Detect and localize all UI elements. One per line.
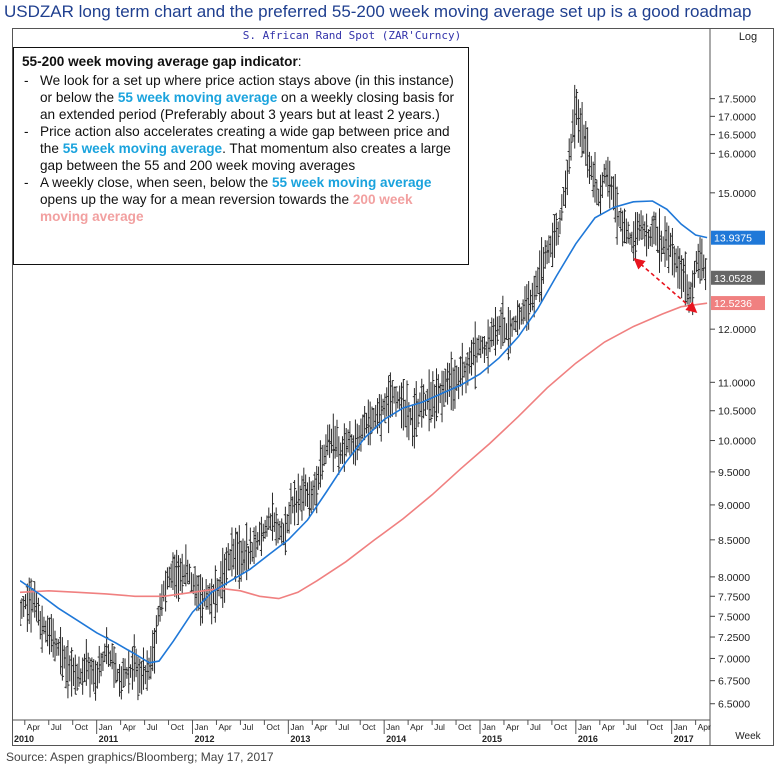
y-tick-label: 8.0000 xyxy=(718,572,750,584)
x-month-label: Oct xyxy=(75,722,89,732)
x-month-label: Jan xyxy=(99,722,113,732)
y-tick-label: 7.5000 xyxy=(718,611,750,623)
x-month-label: Jul xyxy=(530,722,541,732)
info-heading: 55-200 week moving average gap indicator… xyxy=(22,54,302,69)
x-month-label: Jan xyxy=(578,722,592,732)
x-month-label: Jan xyxy=(674,722,688,732)
x-month-label: Apr xyxy=(27,722,40,732)
x-month-label: Jan xyxy=(386,722,400,732)
x-month-label: Jul xyxy=(434,722,445,732)
chart-title: USDZAR long term chart and the preferred… xyxy=(4,2,752,21)
x-month-label: Oct xyxy=(266,722,280,732)
info-bullet: A weekly close, when seen, below the 55 … xyxy=(22,174,458,225)
y-tick-label: 7.7500 xyxy=(718,591,750,603)
y-tick-label: 6.5000 xyxy=(718,699,750,711)
info-bullet: Price action also accelerates creating a… xyxy=(22,123,458,174)
gap-arrow xyxy=(633,257,698,314)
y-tick-label: 10.5000 xyxy=(718,406,756,418)
value-label: 12.5236 xyxy=(714,298,752,310)
y-tick-label: 7.0000 xyxy=(718,653,750,665)
value-label: 13.0528 xyxy=(714,273,752,285)
x-year-label: 2017 xyxy=(674,734,694,744)
x-month-label: Apr xyxy=(698,722,711,732)
ma55-line xyxy=(20,200,708,664)
x-year-label: 2014 xyxy=(386,734,406,744)
info-bullets: We look for a set up where price action … xyxy=(22,72,458,225)
value-label-bg xyxy=(711,296,765,311)
y-scale-label: Log xyxy=(739,31,757,43)
x-month-label: Jan xyxy=(290,722,304,732)
source-note: Source: Aspen graphics/Bloomberg; May 17… xyxy=(6,750,274,764)
x-year-label: 2011 xyxy=(99,734,119,744)
y-tick-label: 6.7500 xyxy=(718,676,750,688)
x-year-label: 2010 xyxy=(14,734,34,744)
y-tick-label: 17.0000 xyxy=(718,111,756,123)
x-month-label: Oct xyxy=(171,722,185,732)
x-month-label: Apr xyxy=(602,722,615,732)
x-month-label: Oct xyxy=(458,722,472,732)
x-year-label: 2016 xyxy=(578,734,598,744)
chart-border xyxy=(12,28,774,746)
x-month-label: Apr xyxy=(410,722,423,732)
x-year-label: 2015 xyxy=(482,734,502,744)
x-month-label: Apr xyxy=(506,722,519,732)
value-label-bg xyxy=(711,230,765,245)
chart-subtitle: S. African Rand Spot (ZAR'Curncy) xyxy=(243,29,462,42)
y-tick-label: 8.5000 xyxy=(718,535,750,547)
y-tick-label: 16.0000 xyxy=(718,148,756,160)
value-label-bg xyxy=(711,270,765,285)
y-tick-label: 9.0000 xyxy=(718,500,750,512)
y-tick-label: 16.5000 xyxy=(718,130,756,142)
x-month-label: Jul xyxy=(147,722,158,732)
x-month-label: Apr xyxy=(123,722,136,732)
y-tick-label: 15.0000 xyxy=(718,188,756,200)
y-tick-label: 10.0000 xyxy=(718,436,756,448)
x-month-label: Apr xyxy=(314,722,327,732)
x-month-label: Jan xyxy=(482,722,496,732)
x-month-label: Oct xyxy=(362,722,376,732)
value-label: 13.9375 xyxy=(714,233,752,245)
x-month-label: Apr xyxy=(218,722,231,732)
chart-frame: S. African Rand Spot (ZAR'Curncy) Log 6.50… xyxy=(12,28,774,746)
x-month-label: Jul xyxy=(51,722,62,732)
chart-plot: S. African Rand Spot (ZAR'Curncy) Log 6.50… xyxy=(12,28,774,746)
x-month-label: Oct xyxy=(554,722,568,732)
x-month-label: Jul xyxy=(338,722,349,732)
x-axis-label: Week xyxy=(735,731,761,742)
ma200-line xyxy=(20,302,708,600)
y-tick-label: 9.5000 xyxy=(718,467,750,479)
y-tick-label: 12.0000 xyxy=(718,324,756,336)
x-year-label: 2012 xyxy=(195,734,215,744)
x-month-label: Jan xyxy=(195,722,209,732)
x-month-label: Jul xyxy=(626,722,637,732)
y-tick-label: 11.0000 xyxy=(718,377,755,389)
x-month-label: Oct xyxy=(650,722,664,732)
x-year-label: 2013 xyxy=(290,734,310,744)
y-tick-label: 7.2500 xyxy=(718,632,750,644)
y-tick-label: 17.5000 xyxy=(718,94,756,106)
info-box: 55-200 week moving average gap indicator… xyxy=(13,47,469,265)
x-month-label: Jul xyxy=(242,722,253,732)
info-bullet: We look for a set up where price action … xyxy=(22,72,458,123)
